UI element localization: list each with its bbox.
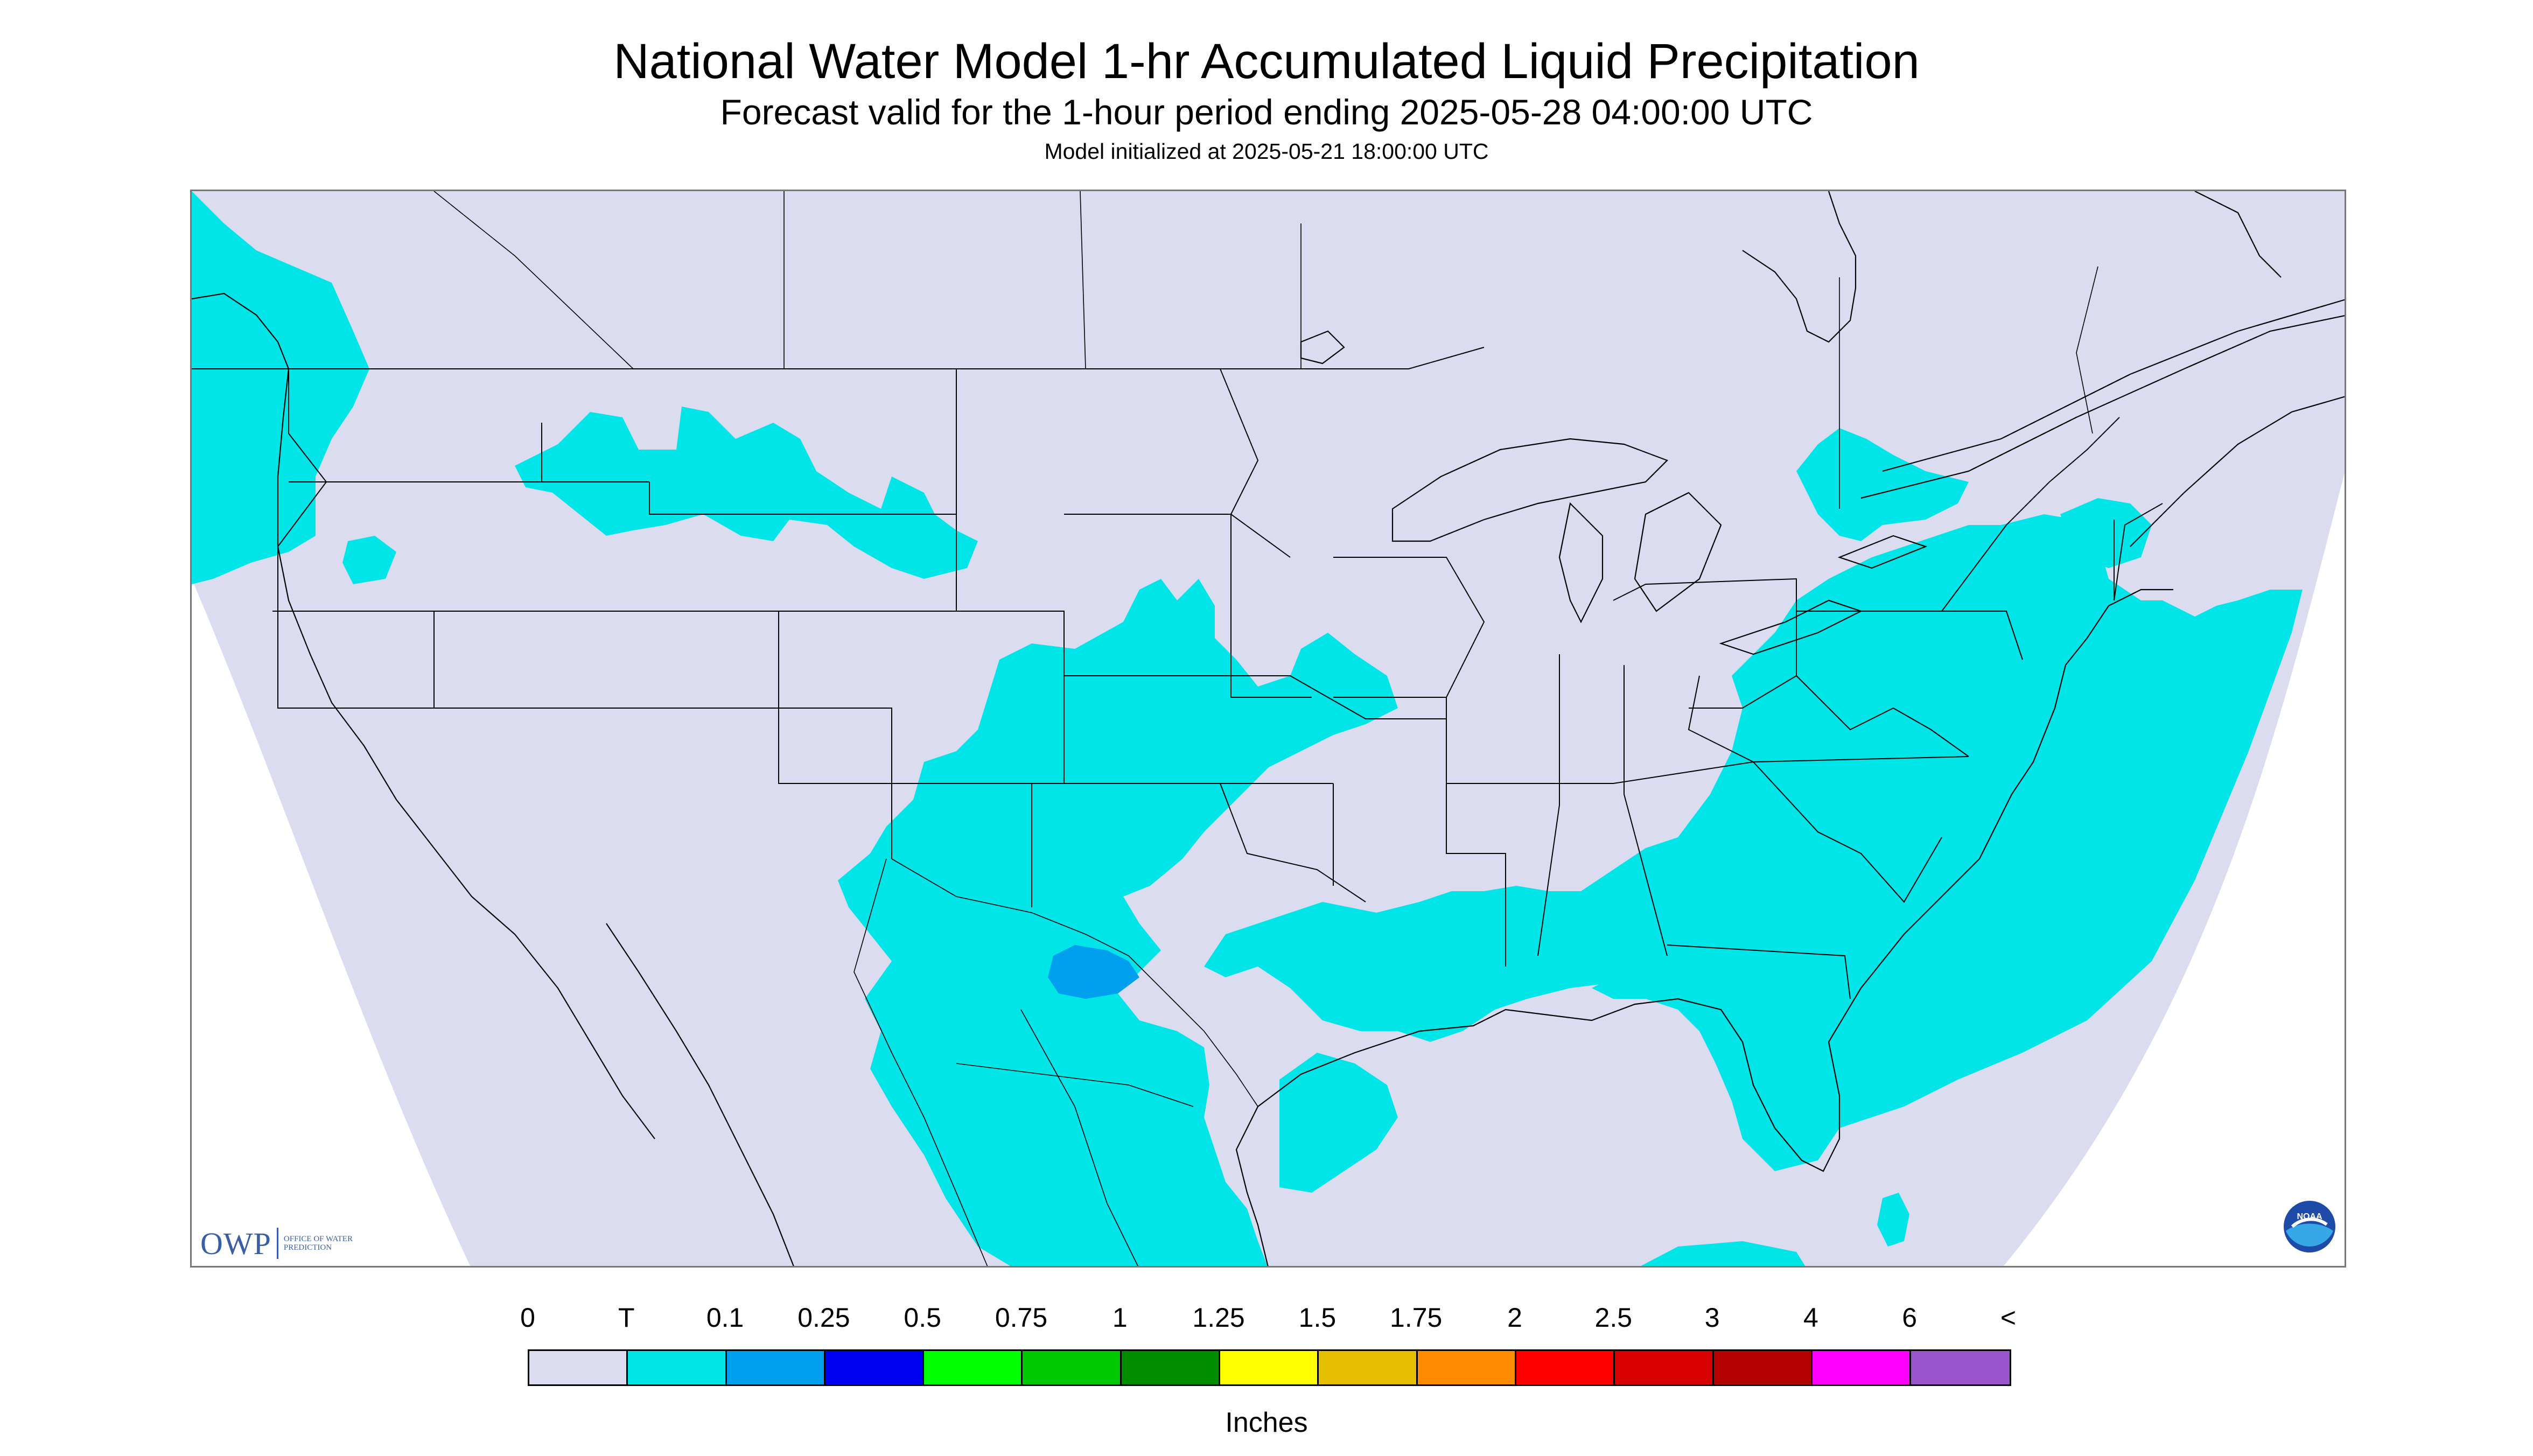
legend-swatch [1121, 1351, 1221, 1384]
model-init-line: Model initialized at 2025-05-21 18:00:00… [1044, 139, 1489, 164]
legend-label: 0 [520, 1303, 535, 1333]
legend-swatch [1911, 1351, 2010, 1384]
legend-label: 4 [1803, 1303, 1818, 1333]
legend-swatch [628, 1351, 727, 1384]
legend-label: 1.5 [1298, 1303, 1337, 1333]
legend-label: 2.5 [1594, 1303, 1633, 1333]
legend-labels: 0 T 0.1 0.25 0.5 0.75 1 1.25 1.5 1.75 2 2.5 3 4 6 < [0, 1302, 2533, 1334]
precip-region-west-texas [1048, 945, 1139, 999]
legend-label: 0.25 [797, 1303, 850, 1333]
legend-label: 2 [1507, 1303, 1522, 1333]
legend-swatch [1417, 1351, 1516, 1384]
legend-label: T [618, 1303, 635, 1333]
forecast-valid-subtitle: Forecast valid for the 1-hour period end… [720, 92, 1813, 132]
legend-label: < [2000, 1303, 2017, 1333]
legend-swatch [726, 1351, 825, 1384]
precipitation-map [190, 190, 2346, 1268]
precip-region-southern-plains-southwest [838, 579, 1398, 1266]
legend-label: 1 [1112, 1303, 1128, 1333]
precip-region-south-texas-coast [1279, 1053, 1398, 1193]
state-boundaries [192, 347, 2163, 999]
legend-swatch [1713, 1351, 1813, 1384]
precip-region-southeast-mid-atlantic [1592, 514, 2303, 1171]
precip-region-pacific-northwest [192, 191, 369, 584]
legend-units: Inches [1225, 1407, 1308, 1438]
legend-color-bar [528, 1349, 2012, 1386]
owp-logo: OWP OFFICE OF WATER PREDICTION [200, 1224, 359, 1262]
legend-label: 0.75 [995, 1303, 1048, 1333]
owp-logo-text: OFFICE OF WATER PREDICTION [283, 1235, 353, 1252]
owp-logo-divider [276, 1228, 278, 1259]
legend-swatch [529, 1351, 628, 1384]
legend-swatch [825, 1351, 925, 1384]
legend-swatch [1319, 1351, 1418, 1384]
map-title: National Water Model 1-hr Accumulated Li… [613, 34, 1920, 89]
noaa-logo: NOAA [2283, 1200, 2336, 1256]
precip-region-idaho-patch [342, 536, 396, 584]
owp-logo-letters: OWP [200, 1226, 271, 1261]
precip-region-gulf-southern-edge [1641, 1241, 1806, 1266]
legend-swatch [924, 1351, 1023, 1384]
legend-swatch [1615, 1351, 1714, 1384]
legend-swatch [1516, 1351, 1615, 1384]
noaa-logo-text: NOAA [2297, 1212, 2322, 1221]
legend-label: 6 [1902, 1303, 1918, 1333]
legend-label: 3 [1704, 1303, 1720, 1333]
legend-label: 1.75 [1390, 1303, 1443, 1333]
legend-label: 0.1 [706, 1303, 744, 1333]
precip-region-florida-keys [1877, 1193, 1909, 1247]
legend-swatch [1220, 1351, 1319, 1384]
legend-label: 1.25 [1192, 1303, 1245, 1333]
international-boundaries [433, 191, 2098, 1266]
legend-swatch [1023, 1351, 1122, 1384]
legend-label: 0.5 [904, 1303, 941, 1333]
precip-region-northern-rockies [515, 407, 978, 579]
coastlines [192, 191, 2345, 1266]
legend-swatch [1812, 1351, 1912, 1384]
precip-region-new-england [2060, 498, 2152, 568]
